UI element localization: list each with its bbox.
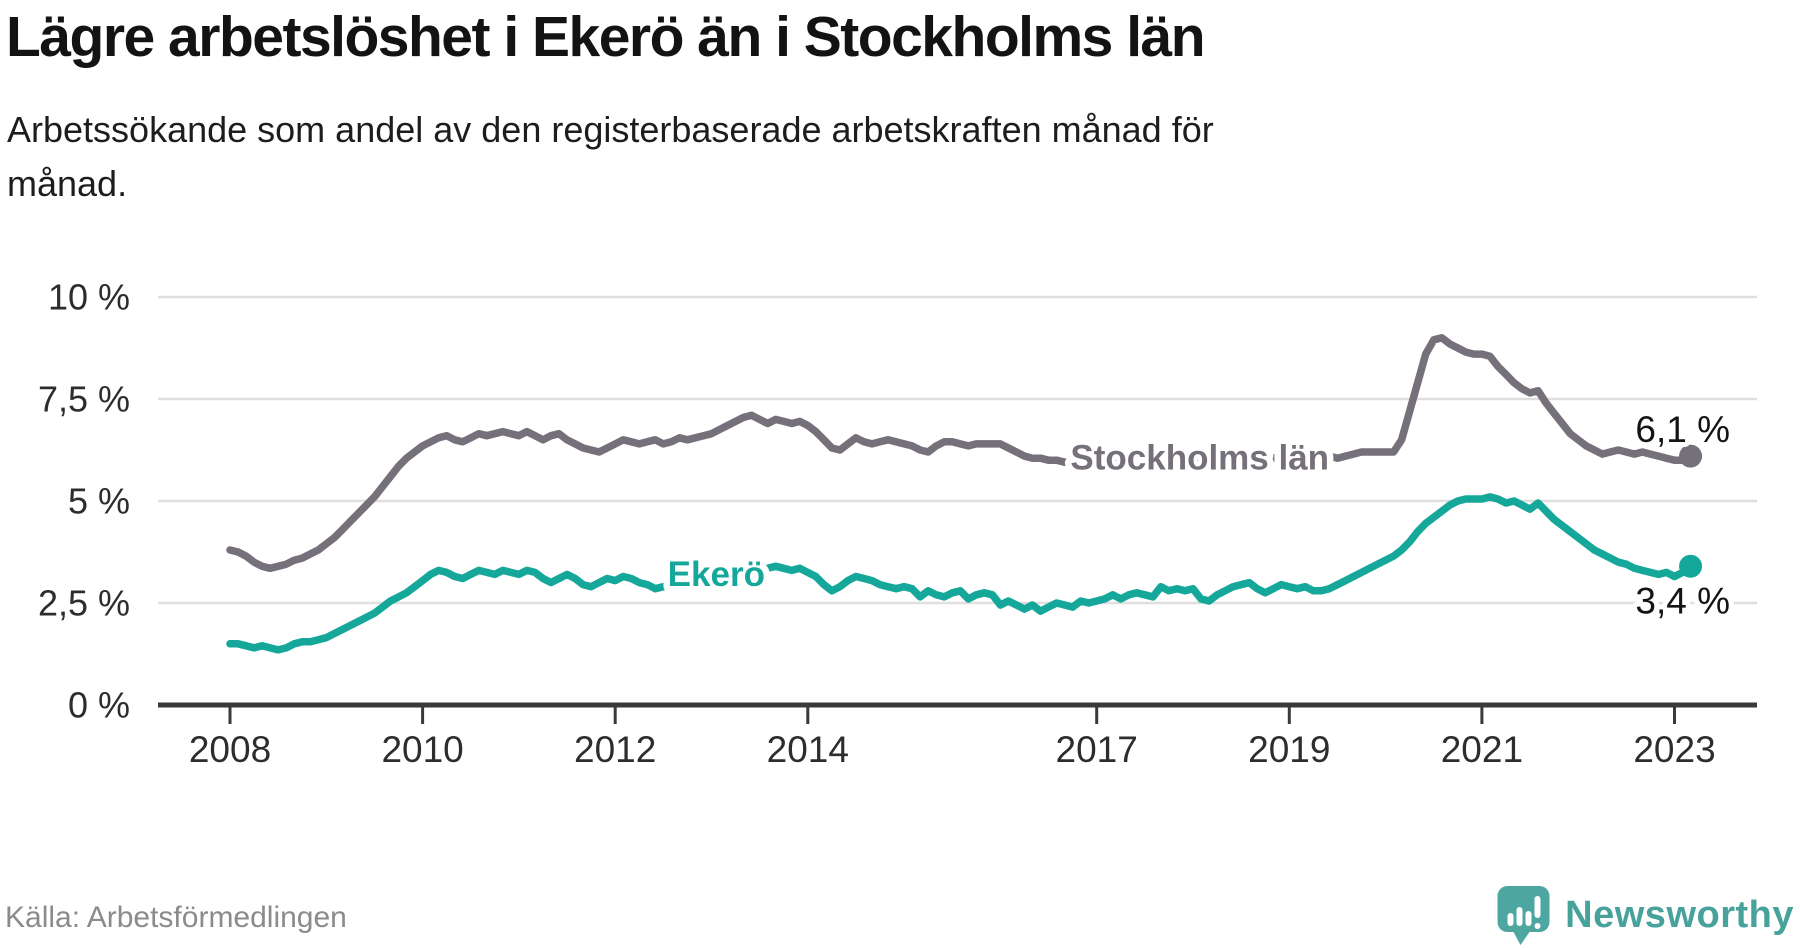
series-label-ekero: Ekerö bbox=[668, 555, 765, 594]
series-end-value-ekero: 3,4 % bbox=[1635, 580, 1730, 621]
x-tick-label: 2017 bbox=[1056, 729, 1138, 770]
x-tick-label: 2008 bbox=[189, 729, 271, 770]
newsworthy-logo-icon bbox=[1497, 886, 1550, 945]
y-tick-label: 5 % bbox=[68, 481, 130, 522]
chart-subtitle-line-1: Arbetssökande som andel av den registerb… bbox=[7, 109, 1214, 150]
series-line-ekero bbox=[226, 493, 1695, 654]
x-tick-label: 2014 bbox=[767, 729, 849, 770]
x-tick-label: 2010 bbox=[381, 729, 463, 770]
series-end-dot-stockholms-lan bbox=[1679, 444, 1703, 468]
page-title: Lägre arbetslöshet i Ekerö än i Stockhol… bbox=[6, 5, 1206, 69]
series-label-stockholms-lan: Stockholms län bbox=[1070, 439, 1329, 478]
y-tick-label: 2,5 % bbox=[38, 583, 130, 624]
newsworthy-logo: Newsworthy bbox=[1495, 884, 1794, 946]
y-tick-label: 7,5 % bbox=[38, 379, 130, 420]
y-tick-label: 10 % bbox=[48, 277, 130, 318]
series-end-dot-ekero bbox=[1679, 554, 1703, 578]
x-tick-label: 2012 bbox=[574, 729, 656, 770]
source-note: Källa: Arbetsförmedlingen bbox=[5, 901, 347, 934]
series-end-value-stockholms-lan: 6,1 % bbox=[1635, 409, 1730, 450]
x-tick-label: 2023 bbox=[1633, 729, 1715, 770]
newsworthy-logo-text: Newsworthy bbox=[1565, 893, 1794, 936]
y-tick-label: 0 % bbox=[68, 685, 130, 726]
x-tick-label: 2019 bbox=[1248, 729, 1330, 770]
series-line-stockholms-lan bbox=[226, 334, 1695, 573]
x-tick-label: 2021 bbox=[1441, 729, 1523, 770]
chart-subtitle: Arbetssökande som andel av den registerb… bbox=[7, 103, 1214, 211]
chart-subtitle-line-2: månad. bbox=[7, 163, 128, 204]
